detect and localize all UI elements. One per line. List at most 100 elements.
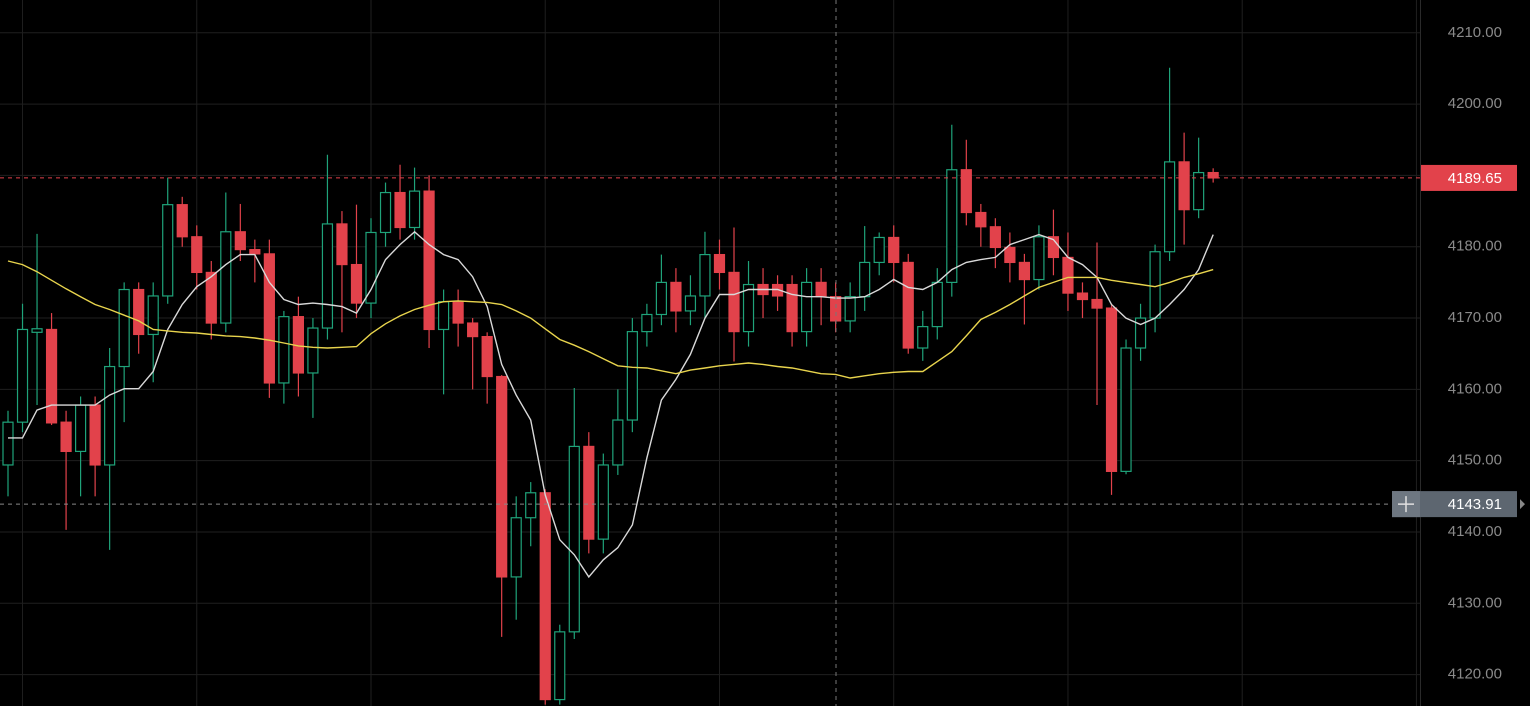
candle-body bbox=[438, 301, 450, 331]
crosshair-price-label: 4143.91 bbox=[1448, 496, 1502, 513]
candle-body bbox=[45, 328, 58, 424]
candle-body bbox=[800, 281, 813, 333]
candle-body bbox=[234, 231, 246, 251]
candle-body bbox=[176, 204, 188, 238]
candle-body bbox=[467, 322, 479, 338]
candle-body bbox=[147, 295, 159, 336]
candle-body bbox=[670, 281, 682, 312]
y-tick-label: 4140.00 bbox=[1448, 523, 1502, 540]
candle-body bbox=[321, 223, 334, 329]
candle-body bbox=[452, 301, 464, 324]
candle-body bbox=[1062, 256, 1074, 294]
candle-body bbox=[1047, 236, 1060, 259]
y-tick-label: 4150.00 bbox=[1448, 452, 1502, 469]
candle-body bbox=[481, 335, 493, 378]
candle-body bbox=[365, 231, 377, 304]
candle-body bbox=[989, 226, 1001, 249]
candle-body bbox=[960, 169, 972, 214]
candle-body bbox=[1163, 161, 1176, 253]
candle-body bbox=[525, 492, 537, 519]
candle-body bbox=[1105, 307, 1118, 472]
candle-body bbox=[1091, 298, 1103, 309]
candle-body bbox=[975, 211, 987, 228]
candle-body bbox=[786, 283, 798, 333]
candle-body bbox=[278, 316, 290, 384]
candle-body bbox=[510, 517, 522, 578]
candle-body bbox=[31, 328, 43, 333]
candle-body bbox=[859, 261, 871, 298]
candle-body bbox=[205, 271, 217, 324]
candle-body bbox=[815, 281, 827, 298]
candle-body bbox=[597, 464, 609, 540]
candle-body bbox=[699, 253, 711, 297]
candle-body bbox=[902, 261, 914, 349]
candle-body bbox=[728, 271, 740, 333]
candle-body bbox=[423, 190, 435, 331]
candle-body bbox=[118, 288, 130, 368]
candle-body bbox=[626, 331, 638, 421]
candle-body bbox=[713, 253, 726, 274]
candle-body bbox=[568, 445, 580, 633]
candle-body bbox=[394, 191, 406, 229]
candle-body bbox=[336, 223, 348, 266]
candle-body bbox=[1207, 171, 1219, 179]
y-tick-label: 4120.00 bbox=[1448, 666, 1502, 683]
candle-body bbox=[16, 328, 29, 423]
y-tick-label: 4160.00 bbox=[1448, 380, 1502, 397]
plus-icon bbox=[1398, 496, 1414, 513]
candle-body bbox=[830, 296, 842, 322]
candle-body bbox=[873, 236, 885, 264]
candle-body bbox=[888, 236, 900, 264]
y-tick-label: 4170.00 bbox=[1448, 309, 1502, 326]
candle-body bbox=[1178, 161, 1190, 211]
candle-body bbox=[742, 283, 755, 333]
moving-average-line bbox=[7, 260, 1214, 379]
y-tick-label: 4130.00 bbox=[1448, 594, 1502, 611]
candle-body bbox=[133, 288, 145, 336]
candle-body bbox=[89, 404, 101, 466]
y-tick-label: 4210.00 bbox=[1448, 24, 1502, 41]
candle-body bbox=[379, 191, 392, 234]
candle-body bbox=[844, 296, 856, 322]
candle-body bbox=[1018, 261, 1031, 281]
candle-body bbox=[1120, 347, 1132, 472]
candle-body bbox=[641, 313, 653, 333]
candle-body bbox=[60, 421, 72, 453]
candle-body bbox=[162, 204, 174, 297]
candle-body bbox=[249, 248, 261, 255]
candle-body bbox=[350, 263, 363, 304]
last-price-tag bbox=[1421, 164, 1517, 191]
y-tick-label: 4180.00 bbox=[1448, 238, 1502, 255]
moving-average-line bbox=[8, 230, 1214, 579]
candle-body bbox=[554, 631, 566, 701]
candle-body bbox=[539, 492, 551, 701]
candle-body bbox=[408, 190, 421, 229]
candle-body bbox=[1076, 292, 1089, 301]
candle-body bbox=[1149, 251, 1161, 319]
candle-body bbox=[104, 365, 116, 466]
candle-body bbox=[191, 236, 203, 274]
candle-body bbox=[1134, 317, 1147, 349]
candle-body bbox=[771, 283, 784, 297]
candle-body bbox=[2, 421, 14, 466]
candle-body bbox=[1004, 246, 1016, 264]
candle-body bbox=[583, 445, 595, 540]
candle-body bbox=[931, 281, 943, 328]
candle-body bbox=[263, 253, 275, 384]
scroll-arrow bbox=[1520, 499, 1525, 510]
candle-body bbox=[684, 295, 697, 312]
candle-body bbox=[220, 231, 232, 324]
candle-body bbox=[917, 326, 929, 349]
candle-body bbox=[1193, 171, 1205, 211]
last-price-label: 4189.65 bbox=[1448, 170, 1502, 187]
candle-body bbox=[612, 419, 624, 466]
y-tick-label: 4200.00 bbox=[1448, 95, 1502, 112]
candle-body bbox=[655, 281, 668, 316]
candle-body bbox=[496, 375, 508, 578]
candle-body bbox=[307, 327, 319, 374]
candle-body bbox=[1033, 236, 1045, 281]
candle-body bbox=[74, 404, 87, 453]
candle-body bbox=[946, 169, 958, 283]
